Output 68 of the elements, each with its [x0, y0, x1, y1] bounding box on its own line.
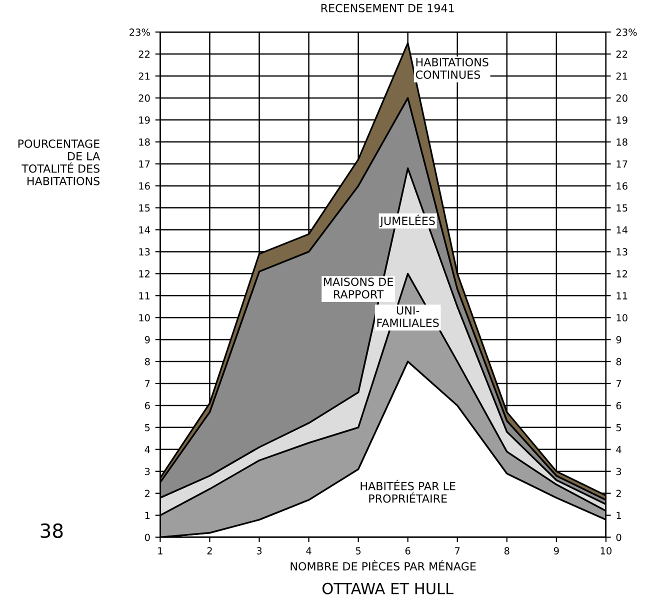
x-tick-label: 9: [554, 547, 559, 554]
y-tick-label: 8: [144, 358, 150, 366]
y2-tick-label: 0: [616, 534, 622, 542]
y-tick-label: 12: [139, 270, 150, 278]
y2-tick-label: 18: [616, 138, 628, 146]
y-tick-label: 2: [145, 490, 150, 498]
y2-tick-label: 13: [616, 248, 628, 256]
y2-tick-label: 1: [616, 512, 621, 519]
series-label: JUMELÉES: [380, 214, 435, 228]
series-label: HABITÉES PAR LE PROPRIÉTAIRE: [360, 480, 456, 503]
x-tick-label: 8: [504, 547, 510, 554]
y2-tick-label: 5: [616, 424, 622, 432]
text: 38: [40, 523, 63, 538]
y-tick-label: 16: [139, 182, 150, 190]
y2-tick-label: 9: [616, 336, 622, 344]
y2-tick-label: 7: [616, 380, 622, 388]
x-axis-title: NOMBRE DE PIÈCES PAR MÉNAGE: [290, 560, 476, 571]
y-tick-label: 15: [139, 204, 150, 212]
y-axis-title: POURCENTAGE DE LA TOTALITÉ DES HABITATIONS: [18, 140, 100, 186]
y2-tick-label: 14: [616, 226, 628, 234]
y-tick-label: 22: [138, 50, 150, 58]
y2-tick-label: 6: [616, 402, 622, 410]
y2-tick-label: 8: [616, 358, 622, 366]
y-tick-label: 23%: [130, 28, 150, 36]
x-tick-label: 7: [455, 547, 460, 554]
series-label: MAISONS DE RAPPORT: [324, 278, 393, 298]
x-tick-label: 1: [158, 547, 162, 554]
x-tick-label: 4: [306, 547, 312, 554]
y-tick-label: 6: [144, 402, 150, 410]
y2-tick-label: 11: [616, 292, 628, 300]
y-tick-label: 11: [139, 292, 150, 300]
y2-tick-label: 17: [616, 160, 628, 168]
y2-tick-label: 15: [616, 204, 628, 212]
y-tick-label: 17: [139, 160, 150, 168]
y-tick-label: 1: [145, 512, 150, 519]
y2-tick-label: 4: [616, 446, 622, 454]
y-tick-label: 13: [139, 248, 150, 256]
y-tick-label: 19: [139, 116, 150, 124]
y2-tick-label: 10: [616, 314, 628, 322]
y-tick-label: 10: [139, 314, 150, 322]
y-tick-label: 3: [145, 468, 150, 476]
y2-tick-label: 12: [616, 270, 628, 278]
y-tick-label: 0: [144, 534, 150, 542]
y2-tick-label: 2: [616, 490, 621, 498]
y-tick-label: 5: [145, 424, 150, 432]
y2-tick-label: 3: [616, 468, 622, 476]
y-tick-label: 20: [138, 94, 150, 102]
y-tick-label: 9: [144, 336, 150, 344]
series-label: HABITATIONS CONTINUES: [416, 58, 488, 79]
x-tick-label: 2: [207, 547, 212, 554]
y-tick-label: 14: [139, 226, 150, 234]
x-tick-label: 5: [356, 547, 361, 554]
series-label: UNI- FAMILIALES: [377, 306, 439, 328]
y-tick-label: 7: [145, 380, 150, 388]
y2-tick-label: 23%: [616, 28, 637, 36]
y-tick-label: 4: [144, 446, 150, 454]
y2-tick-label: 22: [616, 50, 628, 58]
chart-title: RECENSEMENT DE 1941: [321, 4, 454, 12]
y-tick-label: 21: [138, 72, 150, 80]
y2-tick-label: 21: [616, 72, 628, 80]
text: OTTAWA ET HULL: [322, 582, 454, 594]
x-tick-label: 6: [405, 547, 410, 554]
y-tick-label: 18: [139, 138, 150, 146]
y2-tick-label: 16: [616, 182, 628, 190]
x-tick-label: 3: [256, 547, 262, 554]
y2-tick-label: 20: [616, 94, 628, 102]
y2-tick-label: 19: [616, 116, 628, 124]
x-tick-label: 10: [600, 547, 612, 554]
